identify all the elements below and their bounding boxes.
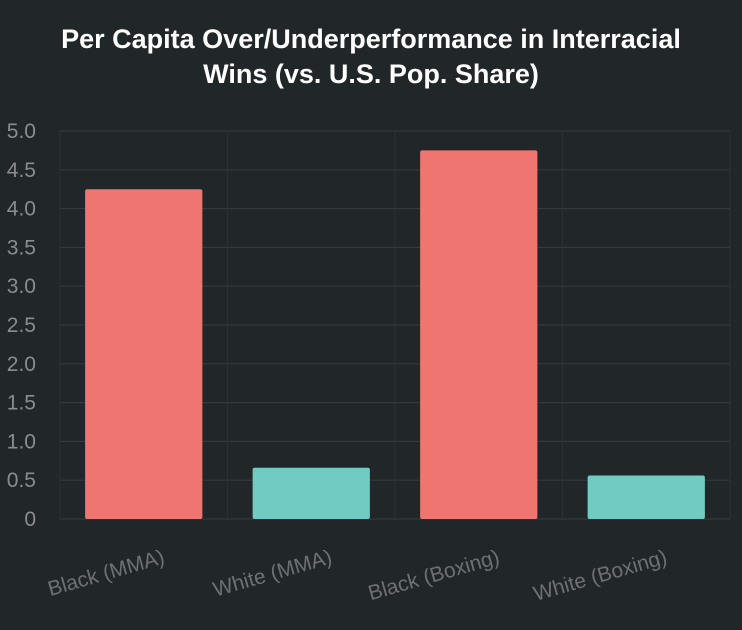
bar-white-boxing: [587, 475, 705, 519]
bar-black-boxing: [420, 150, 538, 519]
y-tick-label: 2.0: [7, 353, 36, 376]
x-axis: Black (MMA) White (MMA) Black (Boxing) Whit…: [45, 546, 669, 606]
y-tick-label: 5.0: [7, 120, 36, 143]
y-axis: 0 0.5 1.0 1.5 2.0 2.5 3.0 3.5 4.0 4.5 5.0: [7, 120, 36, 531]
x-tick-label: White (Boxing): [531, 546, 670, 606]
y-tick-label: 3.5: [7, 236, 36, 259]
x-tick-label: Black (MMA): [45, 546, 167, 601]
y-tick-label: 4.5: [7, 159, 36, 182]
bar-series: [85, 150, 705, 519]
y-tick-label: 3.0: [7, 275, 36, 298]
y-tick-label: 1.5: [7, 392, 36, 415]
x-tick-label: White (MMA): [211, 546, 335, 602]
y-tick-label: 0: [24, 508, 36, 531]
y-tick-label: 4.0: [7, 198, 36, 221]
bar-white-mma: [252, 467, 370, 519]
chart-title-line-2: Wins (vs. U.S. Pop. Share): [203, 59, 539, 89]
x-tick-label: Black (Boxing): [366, 546, 502, 605]
y-tick-label: 2.5: [7, 314, 36, 337]
y-tick-label: 0.5: [7, 469, 36, 492]
chart-title-line-1: Per Capita Over/Underperformance in Inte…: [61, 24, 681, 54]
bar-black-mma: [85, 189, 203, 519]
y-tick-label: 1.0: [7, 430, 36, 453]
